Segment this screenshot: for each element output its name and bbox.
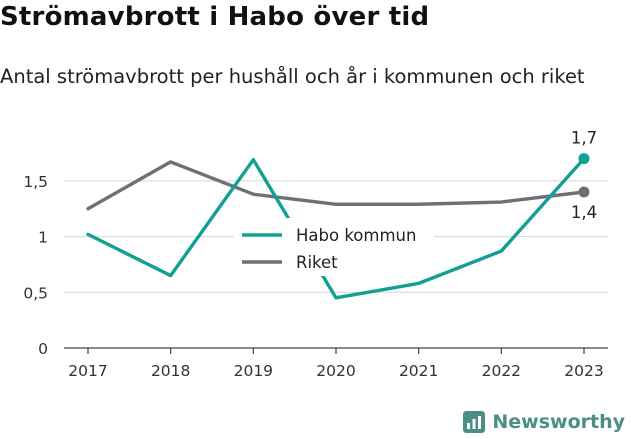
- x-tick-label: 2023: [564, 362, 603, 380]
- end-value-label: 1,7: [571, 129, 597, 148]
- data-labels: 1,7 1,4: [571, 129, 597, 222]
- end-value-label: 1,4: [571, 203, 597, 222]
- chart-subtitle: Antal strömavbrott per hushåll och år i …: [0, 65, 585, 88]
- axes: 0 0,5 1 1,5 2017 2018 2019 2020 2021 2022 2023: [23, 173, 603, 380]
- brand-name: Newsworthy: [492, 411, 625, 433]
- x-tick-label: 2021: [399, 362, 438, 380]
- series-end-point-riket: [578, 186, 590, 198]
- legend-label: Riket: [296, 253, 338, 272]
- x-tick-label: 2020: [316, 362, 355, 380]
- x-tick-label: 2019: [234, 362, 273, 380]
- legend: Habo kommun Riket: [234, 218, 434, 276]
- bar-chart-logo-icon: [463, 411, 486, 433]
- series-end-point-habo-kommun: [578, 153, 590, 165]
- series-line-habo-kommun: [86, 156, 586, 300]
- y-tick-label: 1,5: [23, 173, 48, 191]
- x-tick-label: 2017: [68, 362, 107, 380]
- series-line-riket: [86, 160, 586, 211]
- x-tick-label: 2022: [482, 362, 521, 380]
- x-tick-label: 2018: [151, 362, 190, 380]
- legend-label: Habo kommun: [296, 226, 416, 245]
- y-tick-label: 0: [38, 340, 48, 358]
- y-tick-label: 1: [38, 229, 48, 247]
- series-lines: [86, 153, 590, 300]
- chart-title: Strömavbrott i Habo över tid: [0, 2, 430, 32]
- legend-background: [234, 218, 434, 276]
- y-tick-label: 0,5: [23, 284, 48, 302]
- newsworthy-brand: Newsworthy: [463, 411, 625, 433]
